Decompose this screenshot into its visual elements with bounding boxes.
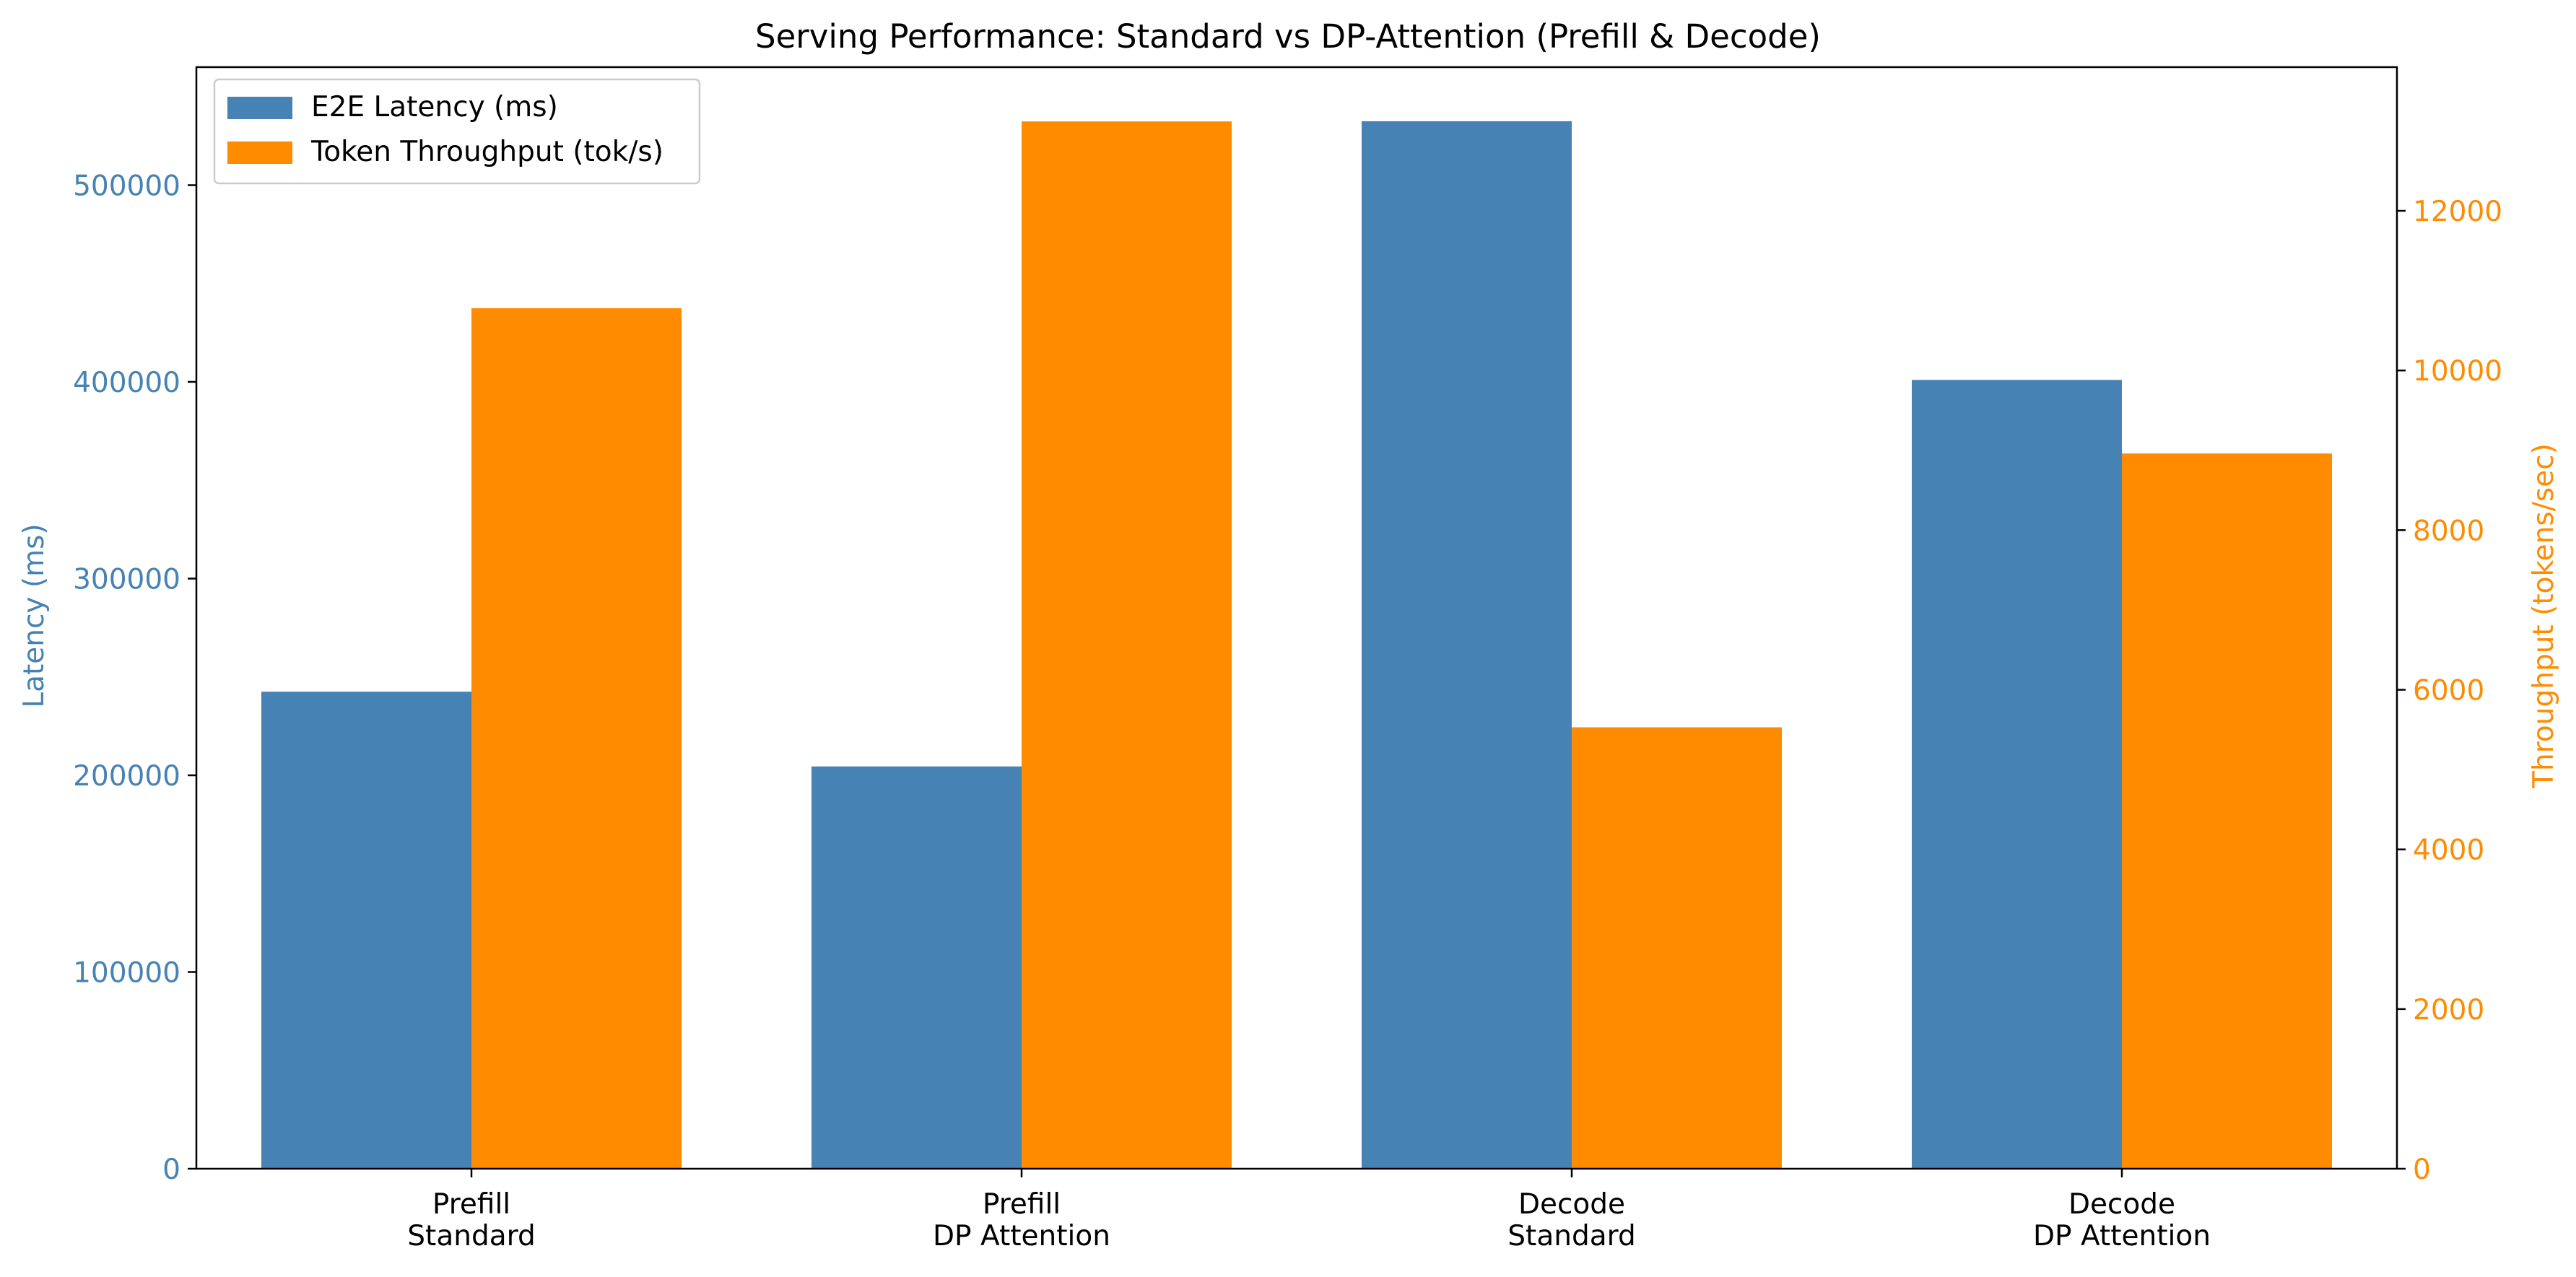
- legend: E2E Latency (ms) Token Throughput (tok/s): [213, 78, 701, 185]
- left-tick-label-1: 100000: [73, 957, 180, 990]
- x-tick-label-0: Prefill Standard: [407, 1188, 535, 1252]
- bar-throughput-1: [1022, 121, 1232, 1169]
- bar-throughput-3: [2122, 453, 2332, 1169]
- right-tick-label-5: 10000: [2413, 355, 2502, 388]
- x-tick-label-2: Decode Standard: [1507, 1188, 1635, 1252]
- bars-layer: [261, 121, 2332, 1169]
- left-tick-label-0: 0: [162, 1154, 180, 1186]
- right-tick-label-2: 4000: [2413, 834, 2484, 867]
- bar-latency-1: [811, 766, 1022, 1169]
- axes-layer: 0 100000 200000 300000 400000 500000 0 2000 4000…: [73, 66, 2502, 1252]
- bar-throughput-2: [1572, 727, 1782, 1169]
- right-tick-label-6: 12000: [2413, 196, 2502, 228]
- legend-label-0: E2E Latency (ms): [311, 91, 558, 123]
- legend-box: [213, 78, 701, 185]
- left-tick-label-3: 300000: [73, 564, 180, 596]
- bar-latency-0: [261, 692, 471, 1169]
- left-tick-label-4: 400000: [73, 367, 180, 399]
- bar-throughput-0: [471, 308, 682, 1169]
- chart-title: Serving Performance: Standard vs DP-Atte…: [755, 17, 1821, 56]
- legend-swatch-0: [227, 97, 292, 119]
- plot-frame: [195, 66, 2398, 1170]
- bar-latency-2: [1362, 121, 1572, 1169]
- right-tick-label-3: 6000: [2413, 675, 2484, 707]
- x-tick-label-1: Prefill DP Attention: [933, 1188, 1110, 1252]
- right-tick-label-4: 8000: [2413, 515, 2484, 547]
- legend-label-1: Token Throughput (tok/s): [310, 136, 663, 168]
- left-axis-label: Latency (ms): [18, 523, 51, 707]
- left-tick-label-2: 200000: [73, 760, 180, 793]
- right-axis-label: Throughput (tokens/sec): [2528, 443, 2560, 789]
- legend-swatch-1: [227, 141, 292, 164]
- left-tick-label-5: 500000: [73, 170, 180, 203]
- x-tick-label-3: Decode DP Attention: [2033, 1188, 2211, 1252]
- right-tick-label-1: 2000: [2413, 994, 2484, 1027]
- bar-latency-3: [1912, 380, 2122, 1169]
- right-tick-label-0: 0: [2413, 1154, 2431, 1186]
